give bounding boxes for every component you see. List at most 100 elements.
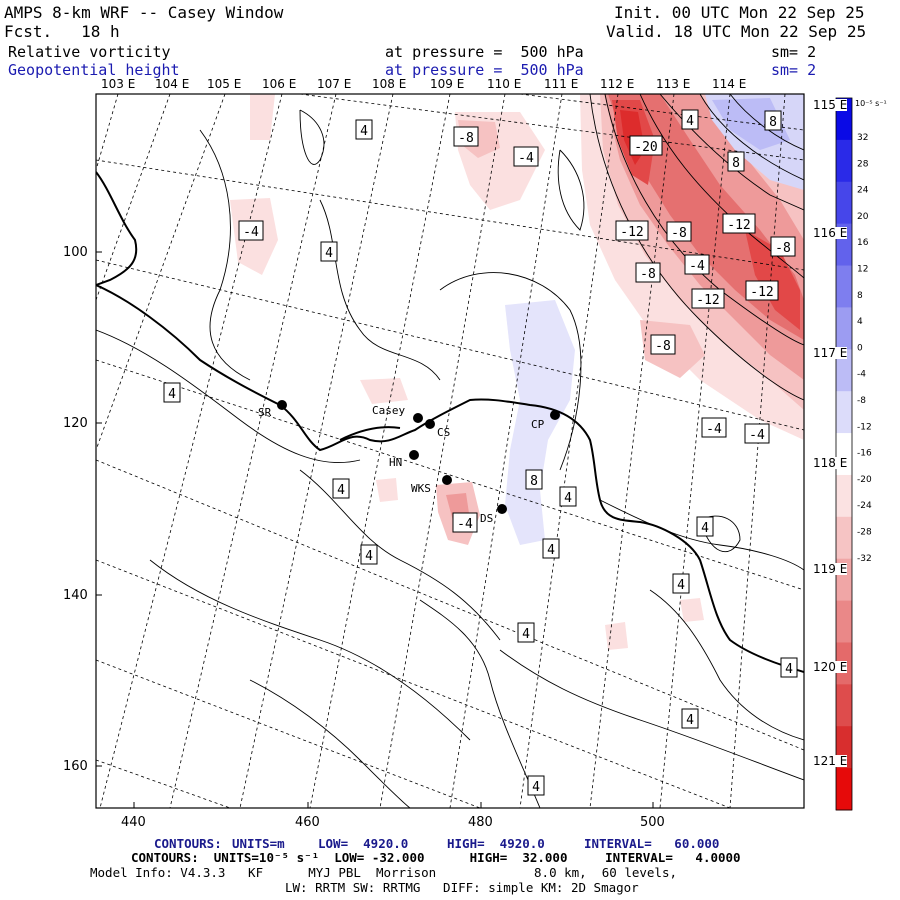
contour-label: -20 xyxy=(634,140,657,155)
station-casey-marker xyxy=(413,413,423,423)
station-casey-label: Casey xyxy=(372,404,405,417)
station-hn-label: HN xyxy=(389,456,402,469)
contour-label: 4 xyxy=(337,483,345,498)
physics-info: LW: RRTM SW: RRTMG DIFF: simple KM: 2D S… xyxy=(285,880,639,895)
colorbar-label: 32 xyxy=(857,133,868,143)
colorbar-label: 16 xyxy=(857,238,869,248)
contour-label: 4 xyxy=(677,578,685,593)
colorbar-swatch xyxy=(836,181,852,225)
contour-label-box xyxy=(780,657,798,678)
lon-right-label: 119 E xyxy=(813,562,848,576)
contour-label: -8 xyxy=(655,339,671,354)
lon-top-label: 113 E xyxy=(656,77,691,91)
contour-label: 4 xyxy=(168,387,176,402)
lon-right-label: 120 E xyxy=(813,660,848,674)
contour-label-box xyxy=(722,213,756,234)
station-cp-label: CP xyxy=(531,418,545,431)
forecast-hour: Fcst. 18 h xyxy=(4,22,120,41)
colorbar-swatch xyxy=(836,600,852,643)
contour-label-box xyxy=(764,110,782,131)
contour-label: -12 xyxy=(750,285,773,300)
station-cs-marker xyxy=(425,419,435,429)
lon-top-label: 109 E xyxy=(430,77,465,91)
contour-label: 4 xyxy=(532,780,540,795)
field1-level: at pressure = 500 hPa xyxy=(385,43,584,61)
contour-label-box xyxy=(355,119,373,140)
contour-label: 4 xyxy=(522,627,530,642)
colorbar-label: -20 xyxy=(857,475,872,485)
colorbar-swatch xyxy=(836,391,852,434)
graticule xyxy=(96,94,804,808)
field2-smoothing: sm= 2 xyxy=(771,61,817,79)
contour-label: -12 xyxy=(696,293,719,308)
contour-label: -4 xyxy=(749,428,765,443)
colorbar-swatch xyxy=(836,684,852,727)
lon-top-label: 110 E xyxy=(487,77,522,91)
contours1-interval: INTERVAL= 60.000 xyxy=(584,836,720,851)
contour-label-box xyxy=(513,146,539,167)
colorbar-label: -16 xyxy=(857,449,872,459)
colorbar-swatch xyxy=(836,768,852,811)
contour-label-box xyxy=(684,254,710,275)
colorbar-label: -28 xyxy=(857,528,872,538)
station-sr-label: SR xyxy=(258,406,272,419)
colorbar-swatch xyxy=(836,349,852,392)
x-tick-440: 440 xyxy=(121,815,146,830)
contour-label-box xyxy=(615,220,649,241)
contours1-high: HIGH= 4920.0 xyxy=(447,836,545,851)
lon-top-label: 106 E xyxy=(262,77,297,91)
contour-label: 4 xyxy=(564,491,572,506)
lon-top-label: 105 E xyxy=(207,77,242,91)
contour-label-box xyxy=(517,622,535,643)
colorbar-swatch xyxy=(836,307,852,350)
contour-label: -4 xyxy=(689,259,705,274)
contour-label-box xyxy=(744,423,770,444)
lon-top-label: 103 E xyxy=(101,77,136,91)
contour-label: -4 xyxy=(457,517,473,532)
colorbar-frame xyxy=(835,97,853,811)
y-tick-160: 160 xyxy=(63,759,88,774)
contour-label: 4 xyxy=(547,543,555,558)
contour-label: 8 xyxy=(732,156,740,171)
contour-label: -4 xyxy=(243,225,259,240)
lon-right-label: 117 E xyxy=(813,346,848,360)
lon-right-label: 118 E xyxy=(813,456,848,470)
lon-top-label: 104 E xyxy=(155,77,190,91)
contour-label-box xyxy=(453,126,479,147)
contours1-label: CONTOURS: xyxy=(154,836,222,851)
contour-label: -4 xyxy=(706,422,722,437)
colorbar-label: -8 xyxy=(857,396,866,406)
contour-label-box xyxy=(727,151,745,172)
contour-label-box xyxy=(332,478,350,499)
plot-frame xyxy=(95,93,805,809)
contour-label-box xyxy=(681,708,699,729)
lon-top-label: 108 E xyxy=(372,77,407,91)
model-info: Model Info: V4.3.3 KF MYJ PBL Morrison 8… xyxy=(90,865,677,880)
y-tick-120: 120 xyxy=(63,416,88,431)
contour-label-box xyxy=(672,573,690,594)
station-hn-marker xyxy=(409,450,419,460)
colorbar-label: -12 xyxy=(857,422,872,432)
contour-label-box xyxy=(452,512,478,533)
field1-name: Relative vorticity xyxy=(8,43,171,61)
y-tick-100: 100 xyxy=(63,245,88,260)
contour-label-box xyxy=(701,417,727,438)
contour-label-box xyxy=(320,241,338,262)
colorbar: 32 28 24 20 16 12 8 4 0 -4 -8 -12 -16 -20 -24 -28 -32 10⁻… xyxy=(835,97,887,811)
colorbar-label: -4 xyxy=(857,370,866,380)
contour-label-box xyxy=(635,262,661,283)
y-tick-140: 140 xyxy=(63,588,88,603)
contour-label-box xyxy=(559,486,577,507)
station-cs-label: CS xyxy=(437,426,450,439)
colorbar-label: 20 xyxy=(857,212,869,222)
station-wks-label: WKS xyxy=(411,482,431,495)
contour-label: -4 xyxy=(518,151,534,166)
contours1-units: UNITS=m xyxy=(232,836,285,851)
colorbar-label: 12 xyxy=(857,265,868,275)
station-cp-marker xyxy=(550,410,560,420)
contour-labels: 4 -8 -4 -20 4 8 8 -4 4 -12 -8 -12 -4 -8 -8 -12 -12 -8 4 4 -4… xyxy=(163,109,798,796)
colorbar-label: 0 xyxy=(857,343,863,353)
contour-label-box xyxy=(691,288,725,309)
init-time: Init. 00 UTC Mon 22 Sep 25 xyxy=(614,3,865,22)
